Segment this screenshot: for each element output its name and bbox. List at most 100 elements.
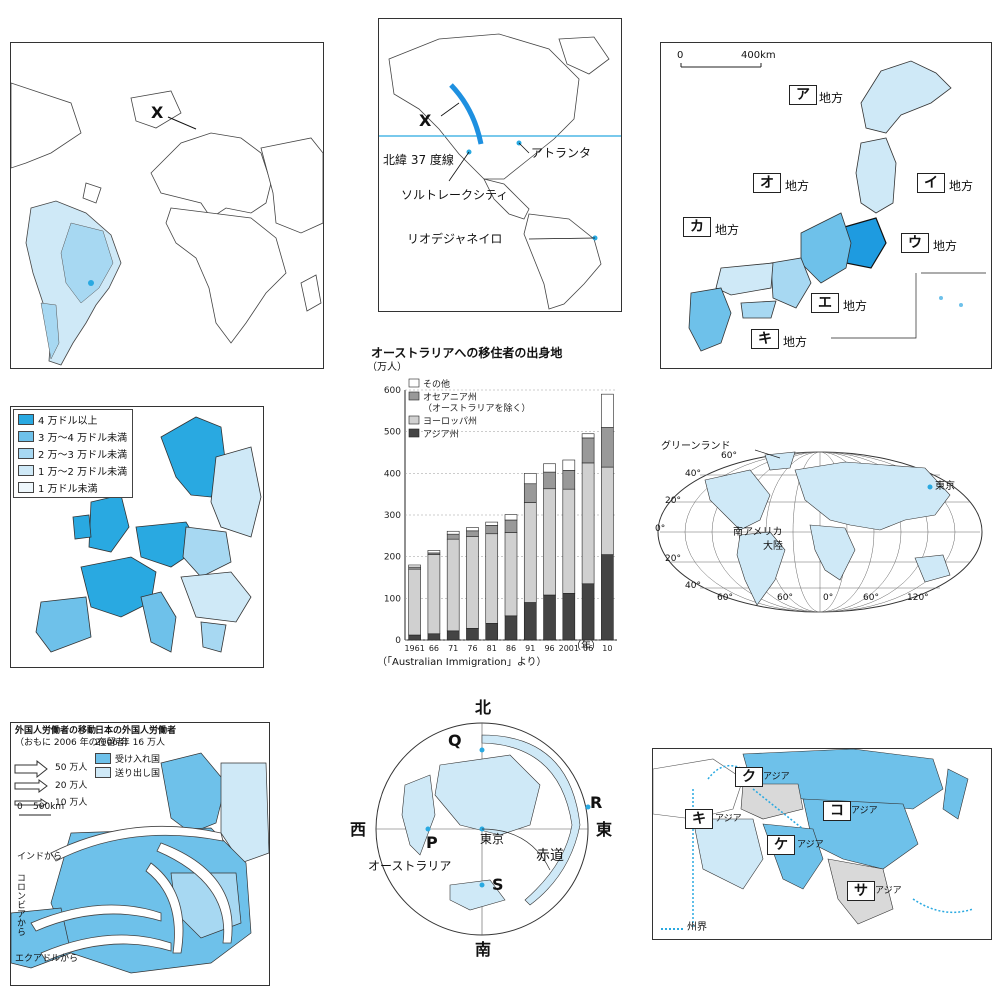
west-label: 西 [350,820,367,839]
bar-segment-10-s3 [601,393,614,428]
region-ke-suffix: アジア [797,840,824,850]
bar-segment-86-s3 [504,514,518,521]
lon-60e: 60° [863,593,879,603]
legend-row-2: 3 万〜4 万ドル未満 [18,429,128,444]
legend-label-2-0: オセアニア州 [423,392,477,403]
bar-segment-86-s2 [504,519,518,533]
bar-segment-66-s1 [427,554,441,635]
region-ki-box: キ [751,329,779,349]
bar-segment-66-s3 [427,550,441,554]
chart-x-tick-label: 66 [429,644,439,653]
chart-y-tick-label: 400 [384,469,401,479]
bar-segment-66-s0 [427,633,441,641]
bar-segment-76-s2 [466,530,479,537]
legend-swatch-3 [408,378,420,388]
chart-source: （「Australian Immigration」より） [377,657,547,668]
income-legend: 4 万ドル以上 3 万〜4 万ドル未満 2 万〜3 万ドル未満 1 万〜2 万ド… [13,409,133,498]
point-p: P [426,833,438,852]
scale-400km: 400km [741,50,776,61]
chart-y-tick-label: 100 [384,594,401,604]
chart-svg: 0 100 200 300 400 500 600 1961 66 71 76 81 86 91 96 200… [384,378,617,653]
europe-migration-panel: 外国人労働者の移動 （おもに 2006 年の在留者） 日本の外国人労働者 200… [10,722,270,986]
region-ku-suffix: アジア [763,772,790,782]
australia-label: オーストラリア [368,859,452,873]
legend-row-5: 1 万ドル未満 [18,480,128,495]
bar-segment-86-s1 [504,532,518,617]
north-label: 北 [475,698,492,717]
region-i-box: イ [917,173,945,193]
chart-y-tick-label: 200 [384,553,401,563]
azimuthal-drawing [375,722,591,936]
bar-segment-10-s2 [601,427,614,468]
bar-segment-91-s3 [523,473,537,485]
bar-segment-2001-s3 [562,459,576,471]
region-e-box: エ [811,293,839,313]
lat-60n: 60° [721,451,737,461]
chart-x-tick-label: 86 [506,644,516,653]
azimuthal-map-panel: 北 南 西 東 Q R P S 東京 赤道 オーストラリア [340,695,625,985]
region-o-box: オ [753,173,781,193]
legend-row-3: 2 万〜3 万ドル未満 [18,446,128,461]
chart-x-tick-label: 76 [467,644,477,653]
bar-segment-1961-s3 [408,564,421,568]
japan-map-drawing [680,60,986,352]
chart-y-tick-label: 0 [395,636,401,646]
legend-row-1: 4 万ドル以上 [18,412,128,427]
legend-label-2-1: （オーストラリアを除く） [423,402,531,414]
bar-segment-96-s0 [543,594,556,641]
immigration-chart: オーストラリアへの移住者の出身地 （万人） 0 100 200 300 400 500 60… [365,345,625,680]
chart-y-tick-label: 300 [384,511,401,521]
bar-segment-71-s2 [446,533,460,540]
chart-ylabel: （万人） [367,362,407,373]
bar-segment-1961-s0 [408,634,421,641]
bar-segment-76-s1 [466,536,479,629]
mollweide-map-panel: グリーンランド 東京 南アメリカ 大陸 60° 40° 20° 0° 20° 4… [645,440,995,620]
bar-segment-06-s2 [581,437,595,464]
asia-regions-panel: ク アジア キ アジア コ アジア ケ アジア サ アジア 州界 [652,748,992,940]
latitude-37-label: 北緯 37 度線 [383,153,454,167]
point-q: Q [448,731,462,750]
bar-segment-76-s0 [466,628,479,641]
from-india-label: インドから [17,852,63,862]
legend-swatch-0 [408,428,420,438]
scale-zero: 0 [677,50,684,61]
region-ko-box: コ [823,801,851,821]
greenland-label: グリーンランド [661,441,731,452]
tokyo-label: 東京 [935,481,955,492]
bar-segment-81-s0 [485,623,499,641]
lat-20s: 20° [665,554,681,564]
japan-workers-title-1: 日本の外国人労働者 [95,726,177,736]
bar-segment-96-s2 [543,471,556,490]
legend-swatch-2 [408,391,420,401]
chart-x-tick-label: 96 [544,644,554,653]
south-america-label-2: 大陸 [763,541,783,552]
bar-segment-1961-s2 [408,566,421,570]
bar-segment-71-s3 [446,530,460,535]
bar-segment-71-s1 [446,538,460,632]
bar-segment-91-s1 [523,502,537,603]
bar-segment-81-s2 [485,525,499,535]
bar-segment-81-s1 [485,533,499,624]
rio-de-janeiro-label: リオデジャネイロ [407,232,503,246]
legend-sending: 送り出し国 [95,766,160,779]
americas-map-drawing [379,33,621,310]
bar-segment-2001-s1 [562,488,576,594]
region-a-box: ア [789,85,817,105]
migration-title-1: 外国人労働者の移動 [15,726,97,736]
region-ko-suffix: アジア [851,806,878,816]
lon-0: 0° [823,593,834,603]
chart-xlabel: （年） [571,641,601,652]
japan-regions-panel: 0 400km ア 地方 イ 地方 ウ 地方 エ 地方 オ 地方 カ 地方 キ … [660,42,992,369]
chart-y-tick-label: 500 [384,428,401,438]
chart-x-tick-label: 06 [583,644,593,653]
region-ka-box: カ [683,217,711,237]
chart-x-tick-label: 91 [525,644,535,653]
region-ke-box: ケ [767,835,795,855]
scale-0: 0 [17,802,23,812]
mollweide-drawing [657,449,983,613]
legend-label-1-0: ヨーロッパ州 [423,416,477,427]
migration-title-2: （おもに 2006 年の在留者） [15,738,134,748]
bar-segment-10-s0 [601,554,614,641]
lat-40s: 40° [685,581,701,591]
